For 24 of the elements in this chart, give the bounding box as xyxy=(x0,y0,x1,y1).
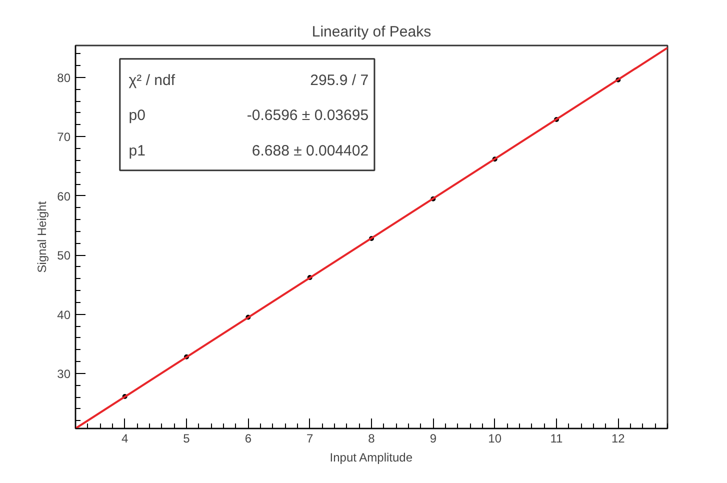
annotation: p1 xyxy=(128,142,146,160)
x-tick-label: 9 xyxy=(430,432,437,446)
x-tick-label: 8 xyxy=(368,432,376,446)
x-tick-label: 4 xyxy=(121,432,128,446)
annotation: χ² / ndf xyxy=(128,72,176,89)
x-tick-label: 12 xyxy=(611,432,626,446)
y-tick-label: 50 xyxy=(57,248,71,263)
y-axis-title: Signal Height xyxy=(35,200,50,273)
chart-title: Linearity of Peaks xyxy=(312,24,432,40)
annotation: 295.9 / 7 xyxy=(310,72,369,89)
y-tick-label: 70 xyxy=(57,130,71,144)
x-tick-label: 6 xyxy=(244,432,252,446)
x-tick-label: 11 xyxy=(550,432,564,446)
x-tick-label: 10 xyxy=(488,432,502,446)
annotation: -0.6596 ± 0.03695 xyxy=(246,107,369,124)
x-tick-label: 5 xyxy=(183,432,190,446)
x-axis-title: Input Amplitude xyxy=(330,450,413,464)
y-tick-label: 80 xyxy=(57,70,71,85)
annotation: p0 xyxy=(128,107,146,124)
annotation: 6.688 ± 0.004402 xyxy=(252,142,369,160)
y-tick-label: 60 xyxy=(57,189,71,204)
y-tick-label: 40 xyxy=(57,308,71,322)
x-tick-label: 7 xyxy=(306,432,314,446)
y-tick-label: 30 xyxy=(57,366,71,381)
